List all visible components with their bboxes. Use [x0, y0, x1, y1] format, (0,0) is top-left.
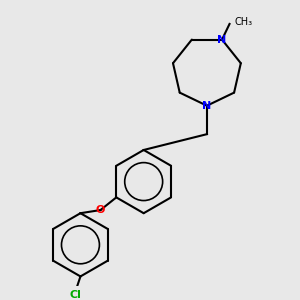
Text: Cl: Cl: [70, 290, 82, 300]
Text: N: N: [218, 34, 226, 45]
Text: N: N: [202, 101, 212, 111]
Text: CH₃: CH₃: [234, 17, 252, 27]
Text: O: O: [96, 205, 105, 215]
